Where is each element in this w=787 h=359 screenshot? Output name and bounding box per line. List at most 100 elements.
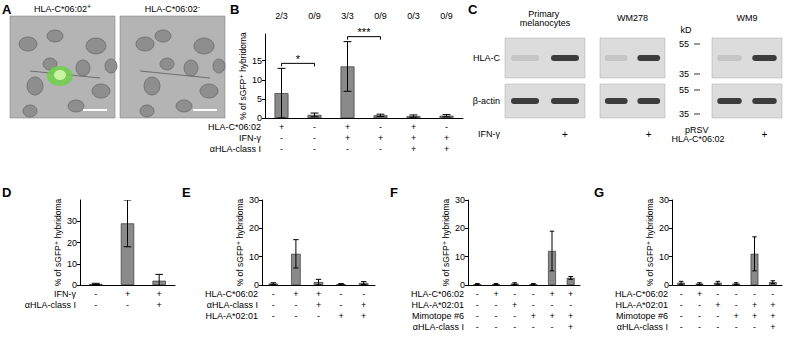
svg-text:HLA-C*06:02: HLA-C*06:02 [411,289,464,299]
svg-text:0/9: 0/9 [440,11,453,21]
svg-text:-: - [126,300,129,310]
svg-text:30: 30 [659,195,669,205]
svg-text:+: + [493,289,498,299]
svg-text:+: + [345,133,350,143]
svg-text:-: - [716,289,719,299]
svg-text:55: 55 [679,85,689,95]
svg-text:-: - [198,3,201,10]
svg-text:-: - [313,133,316,143]
svg-text:+: + [549,289,554,299]
svg-text:-: - [735,322,738,332]
svg-text:-: - [753,322,756,332]
svg-text:-: - [272,289,275,299]
svg-text:-: - [551,322,554,332]
svg-text:+: + [562,129,568,140]
svg-text:% of sGFP⁺ hybridoma: % of sGFP⁺ hybridoma [235,198,245,286]
svg-text:-: - [476,289,479,299]
svg-text:-: - [680,322,683,332]
svg-text:-: - [476,322,479,332]
svg-text:+: + [568,322,573,332]
svg-text:-: - [495,300,498,310]
svg-text:20: 20 [249,223,259,233]
svg-text:% of sGFP⁺ hybridoma: % of sGFP⁺ hybridoma [53,198,63,286]
svg-text:E: E [182,185,191,200]
svg-text:-: - [532,322,535,332]
svg-text:5: 5 [257,94,262,104]
svg-text:+: + [770,311,775,321]
svg-text:αHLA-class I: αHLA-class I [207,300,258,310]
svg-text:-: - [569,300,572,310]
svg-text:20: 20 [659,223,669,233]
svg-text:HLA-A*02:01: HLA-A*02:01 [411,300,464,310]
svg-text:+: + [157,289,162,299]
svg-text:2/3: 2/3 [275,11,288,21]
svg-text:-: - [280,144,283,154]
svg-text:+: + [752,311,757,321]
svg-text:+: + [411,122,416,132]
svg-text:C: C [468,2,478,17]
svg-text:+: + [762,129,768,140]
svg-text:-: - [680,311,683,321]
svg-text:HLA-C*06:02: HLA-C*06:02 [145,4,198,14]
svg-text:-: - [532,300,535,310]
svg-text:+: + [279,122,284,132]
svg-text:-: - [94,300,97,310]
svg-text:IFN-γ: IFN-γ [478,129,500,139]
svg-text:HLA-C*06:02: HLA-C*06:02 [205,289,258,299]
svg-text:-: - [94,289,97,299]
svg-text:0/3: 0/3 [407,11,420,21]
svg-text:+: + [293,289,298,299]
svg-text:+: + [411,133,416,143]
svg-text:-: - [551,300,554,310]
svg-text:0/9: 0/9 [308,11,321,21]
svg-text:F: F [390,185,398,200]
svg-text:αHLA-class I: αHLA-class I [25,300,76,310]
svg-text:+: + [531,311,536,321]
svg-text:G: G [594,185,604,200]
svg-text:10: 10 [67,259,77,269]
svg-text:D: D [2,185,11,200]
svg-text:β-actin: β-actin [473,96,500,106]
svg-text:αHLA-class I: αHLA-class I [617,322,668,332]
svg-text:-: - [346,144,349,154]
svg-text:+: + [646,129,652,140]
svg-text:-: - [313,144,316,154]
svg-text:+: + [345,122,350,132]
svg-text:-: - [280,133,283,143]
svg-text:-: - [495,322,498,332]
svg-text:-: - [476,300,479,310]
svg-text:-: - [698,300,701,310]
svg-text:% of sGFP⁺ hybridoma: % of sGFP⁺ hybridoma [238,32,248,120]
svg-text:35: 35 [679,69,689,79]
svg-text:WM278: WM278 [617,13,648,23]
svg-text:-: - [294,300,297,310]
svg-text:-: - [340,300,343,310]
svg-text:+: + [338,311,343,321]
svg-text:10: 10 [455,252,465,262]
svg-text:+: + [715,300,720,310]
svg-text:+: + [157,300,162,310]
svg-text:-: - [513,311,516,321]
svg-text:-: - [698,322,701,332]
svg-text:-: - [716,311,719,321]
svg-text:IFN-γ: IFN-γ [54,289,76,299]
svg-text:-: - [680,289,683,299]
svg-text:-: - [272,311,275,321]
svg-text:*: * [296,53,301,65]
svg-text:HLA-C: HLA-C [473,53,501,63]
svg-text:+: + [697,289,702,299]
svg-text:-: - [680,300,683,310]
svg-text:+: + [444,133,449,143]
svg-text:+: + [734,311,739,321]
svg-text:+: + [568,311,573,321]
svg-text:0/9: 0/9 [374,11,387,21]
svg-text:+: + [316,289,321,299]
svg-text:-: - [476,311,479,321]
svg-text:IFN-γ: IFN-γ [239,133,261,143]
svg-text:kD: kD [681,25,693,35]
svg-text:***: *** [358,26,372,38]
svg-text:-: - [716,322,719,332]
svg-text:30: 30 [455,195,465,205]
svg-text:-: - [340,289,343,299]
svg-text:+: + [549,311,554,321]
